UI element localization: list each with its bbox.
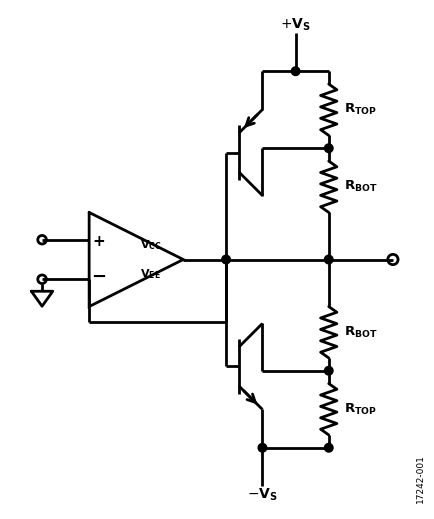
Text: $\mathbf{V_{CC}}$: $\mathbf{V_{CC}}$ [139, 238, 161, 252]
Circle shape [221, 255, 230, 264]
Text: +: + [92, 234, 105, 249]
Text: $\mathbf{R_{TOP}}$: $\mathbf{R_{TOP}}$ [343, 102, 376, 117]
Circle shape [324, 443, 332, 452]
Circle shape [291, 67, 299, 76]
Text: $\mathbf{R_{TOP}}$: $\mathbf{R_{TOP}}$ [343, 402, 376, 417]
Text: $-\mathbf{V_S}$: $-\mathbf{V_S}$ [247, 486, 277, 503]
Circle shape [324, 255, 332, 264]
Circle shape [324, 366, 332, 375]
Text: 17242-001: 17242-001 [415, 455, 424, 503]
Circle shape [324, 144, 332, 153]
Text: $\mathbf{R_{BOT}}$: $\mathbf{R_{BOT}}$ [343, 179, 377, 194]
Text: $\mathbf{R_{BOT}}$: $\mathbf{R_{BOT}}$ [343, 325, 377, 340]
Text: −: − [91, 268, 106, 286]
Circle shape [257, 443, 266, 452]
Text: $\mathbf{V_{EE}}$: $\mathbf{V_{EE}}$ [139, 267, 160, 281]
Text: $+\mathbf{V_S}$: $+\mathbf{V_S}$ [279, 16, 310, 33]
